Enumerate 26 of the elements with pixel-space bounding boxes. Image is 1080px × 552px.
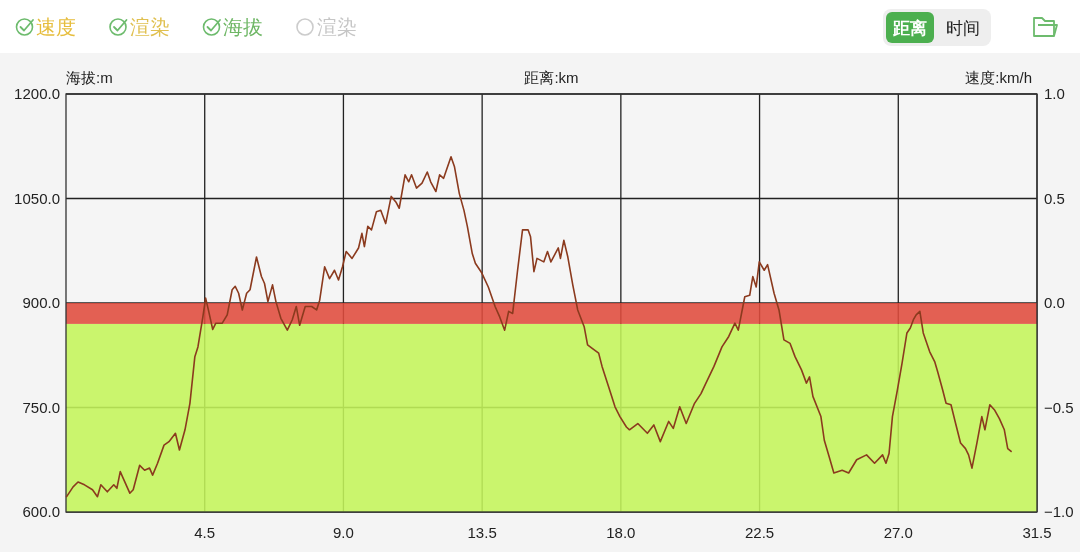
- x-tick-label: 22.5: [744, 524, 775, 541]
- y2-axis-title: 速度:km/h: [965, 69, 1032, 86]
- y2-tick-label: −1.0: [1044, 503, 1074, 520]
- y-tick-label: 600.0: [22, 503, 60, 520]
- x-tick-label: 13.5: [467, 524, 497, 541]
- y-tick-label: 1050.0: [14, 189, 60, 207]
- y-axis-title: 海拔:m: [66, 69, 113, 86]
- y2-tick-label: 0.5: [1044, 189, 1065, 207]
- y-tick-label: 750.0: [22, 398, 60, 416]
- y2-tick-label: −0.5: [1044, 398, 1074, 416]
- y-tick-label: 1200.0: [14, 85, 60, 102]
- y-tick-label: 900.0: [22, 294, 60, 311]
- text: 时间: [946, 19, 980, 38]
- text: 渲染: [129, 16, 170, 38]
- text: 海拔: [223, 16, 263, 38]
- x-axis-title: 距离:km: [524, 69, 579, 86]
- text: 距离: [892, 19, 927, 38]
- x-tick-label: 31.5: [1022, 524, 1052, 541]
- text: 速度: [36, 16, 76, 38]
- y2-tick-label: 0.0: [1044, 294, 1065, 311]
- x-tick-label: 9.0: [333, 524, 354, 541]
- x-tick-label: 18.0: [606, 524, 636, 541]
- x-tick-label: 4.5: [194, 524, 216, 541]
- x-tick-label: 27.0: [883, 524, 913, 541]
- y2-tick-label: 1.0: [1044, 85, 1065, 102]
- text: 渲染: [316, 16, 357, 38]
